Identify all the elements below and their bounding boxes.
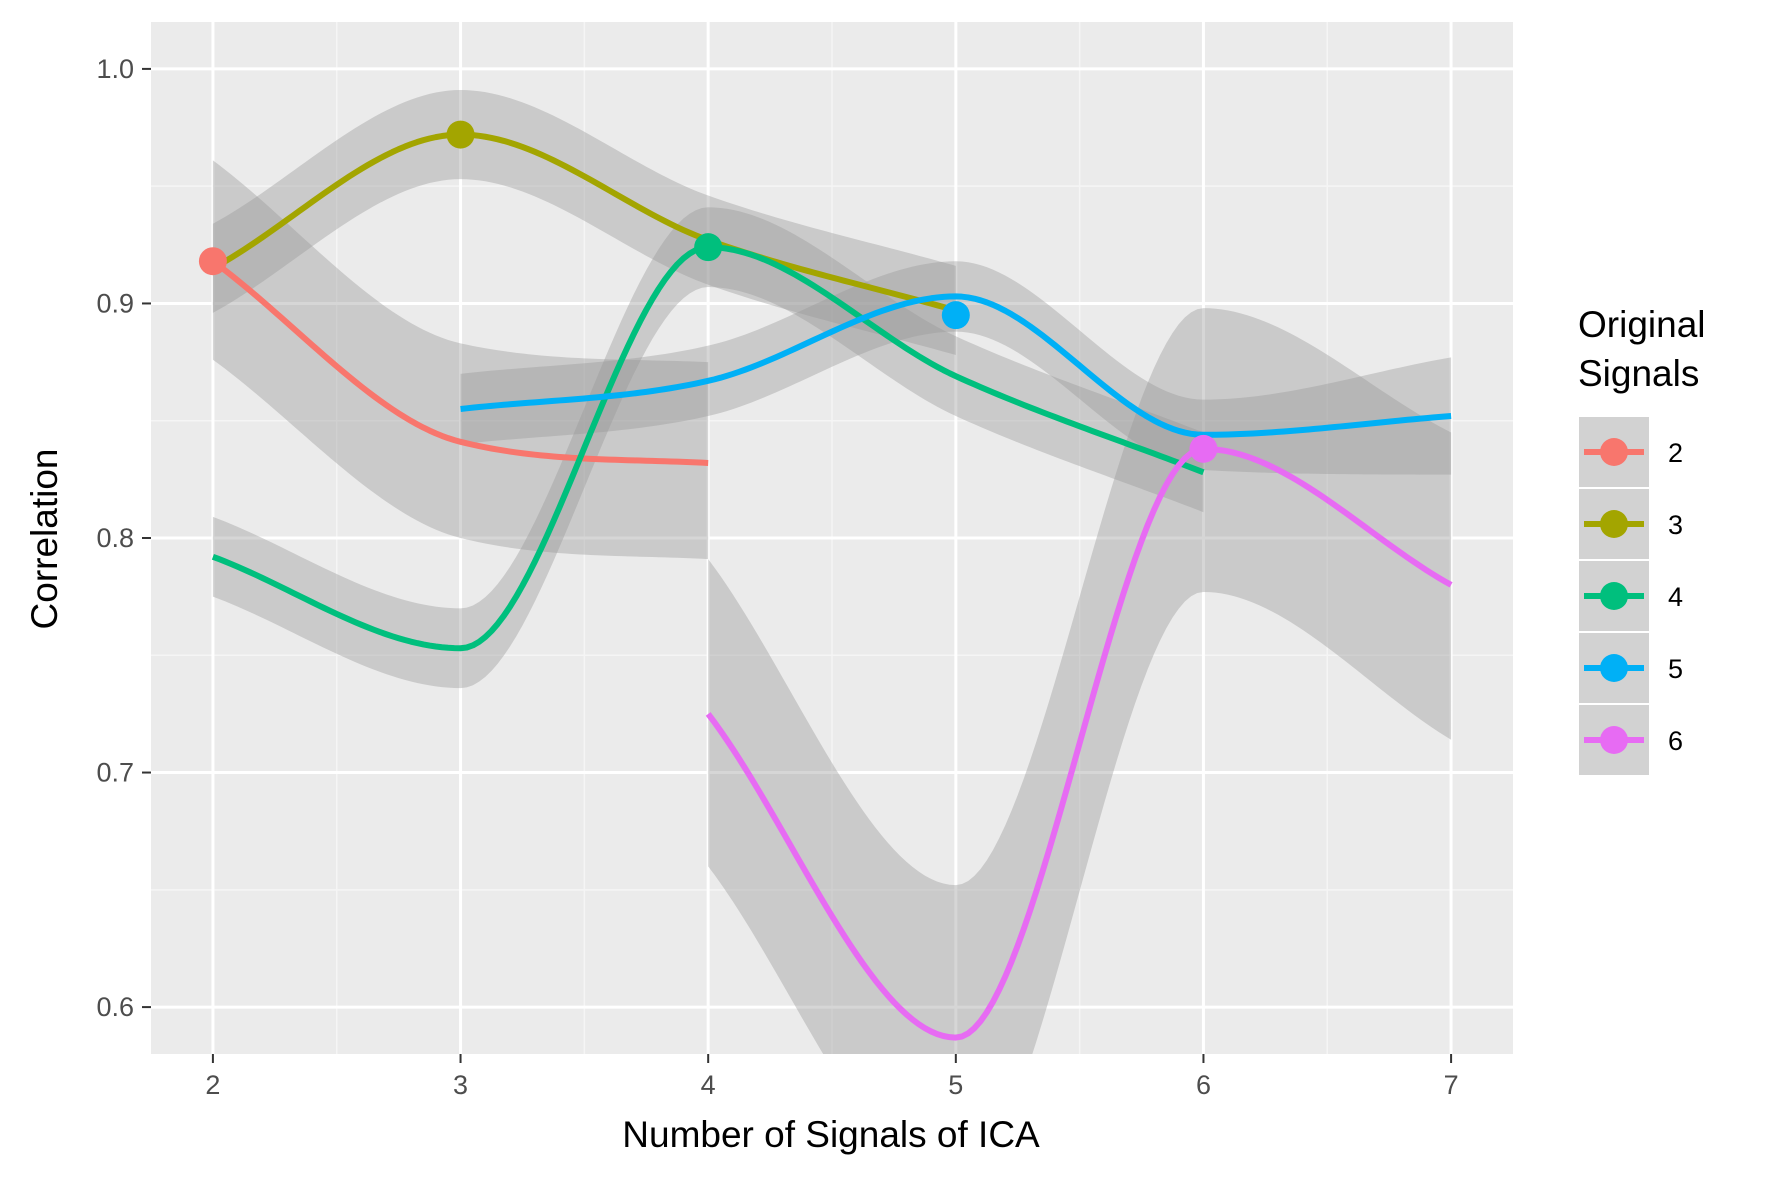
legend-key-point-6 (1600, 726, 1628, 754)
x-tick-label: 3 (453, 1070, 468, 1100)
point-series-4 (694, 233, 723, 262)
point-series-5 (941, 301, 970, 330)
legend-key-point-4 (1600, 582, 1628, 610)
ribbon-series-4 (212, 207, 1204, 689)
y-tick-label: 0.8 (96, 523, 134, 553)
y-tick-label: 0.6 (96, 992, 134, 1022)
point-series-3 (446, 120, 475, 149)
legend-key-point-3 (1600, 510, 1628, 538)
y-tick-label: 0.9 (96, 288, 134, 318)
legend-key-point-5 (1600, 654, 1628, 682)
legend-title-line-2: Signals (1578, 353, 1699, 394)
x-axis: 2 3 4 5 6 7 (205, 1054, 1459, 1100)
ribbon-series-5 (460, 261, 1452, 475)
x-tick-label: 2 (205, 1070, 220, 1100)
legend-keys: 2 3 4 5 6 (1577, 415, 1683, 777)
line-series-3 (211, 131, 957, 314)
legend-label-2: 2 (1668, 438, 1683, 468)
y-tick-label: 0.7 (96, 758, 134, 788)
point-series-2 (198, 247, 227, 276)
line-series-5 (460, 293, 1452, 438)
legend: Original Signals 2 3 4 5 6 (1577, 304, 1706, 777)
legend-label-5: 5 (1668, 654, 1683, 684)
x-axis-title: Number of Signals of ICA (622, 1114, 1040, 1155)
line-series-6 (705, 445, 1453, 1041)
legend-title-line-1: Original (1578, 304, 1706, 345)
y-tick-label: 1.0 (96, 54, 134, 84)
y-axis: 0.6 0.7 0.8 0.9 1.0 (96, 54, 151, 1022)
x-tick-label: 7 (1444, 1070, 1459, 1100)
plot-panel (151, 22, 1513, 1054)
confidence-ribbons (212, 90, 1452, 1054)
series-points (198, 120, 1218, 463)
legend-key-point-2 (1600, 438, 1628, 466)
line-series-2 (211, 258, 709, 466)
point-series-6 (1189, 434, 1218, 463)
y-axis-title: Correlation (24, 449, 65, 630)
legend-label-4: 4 (1668, 582, 1683, 612)
legend-label-6: 6 (1668, 726, 1683, 756)
ribbon-series-6 (708, 308, 1452, 1054)
ribbon-series-3 (212, 90, 956, 356)
x-tick-label: 5 (948, 1070, 963, 1100)
legend-label-3: 3 (1668, 510, 1683, 540)
x-tick-label: 6 (1196, 1070, 1211, 1100)
x-tick-label: 4 (701, 1070, 716, 1100)
